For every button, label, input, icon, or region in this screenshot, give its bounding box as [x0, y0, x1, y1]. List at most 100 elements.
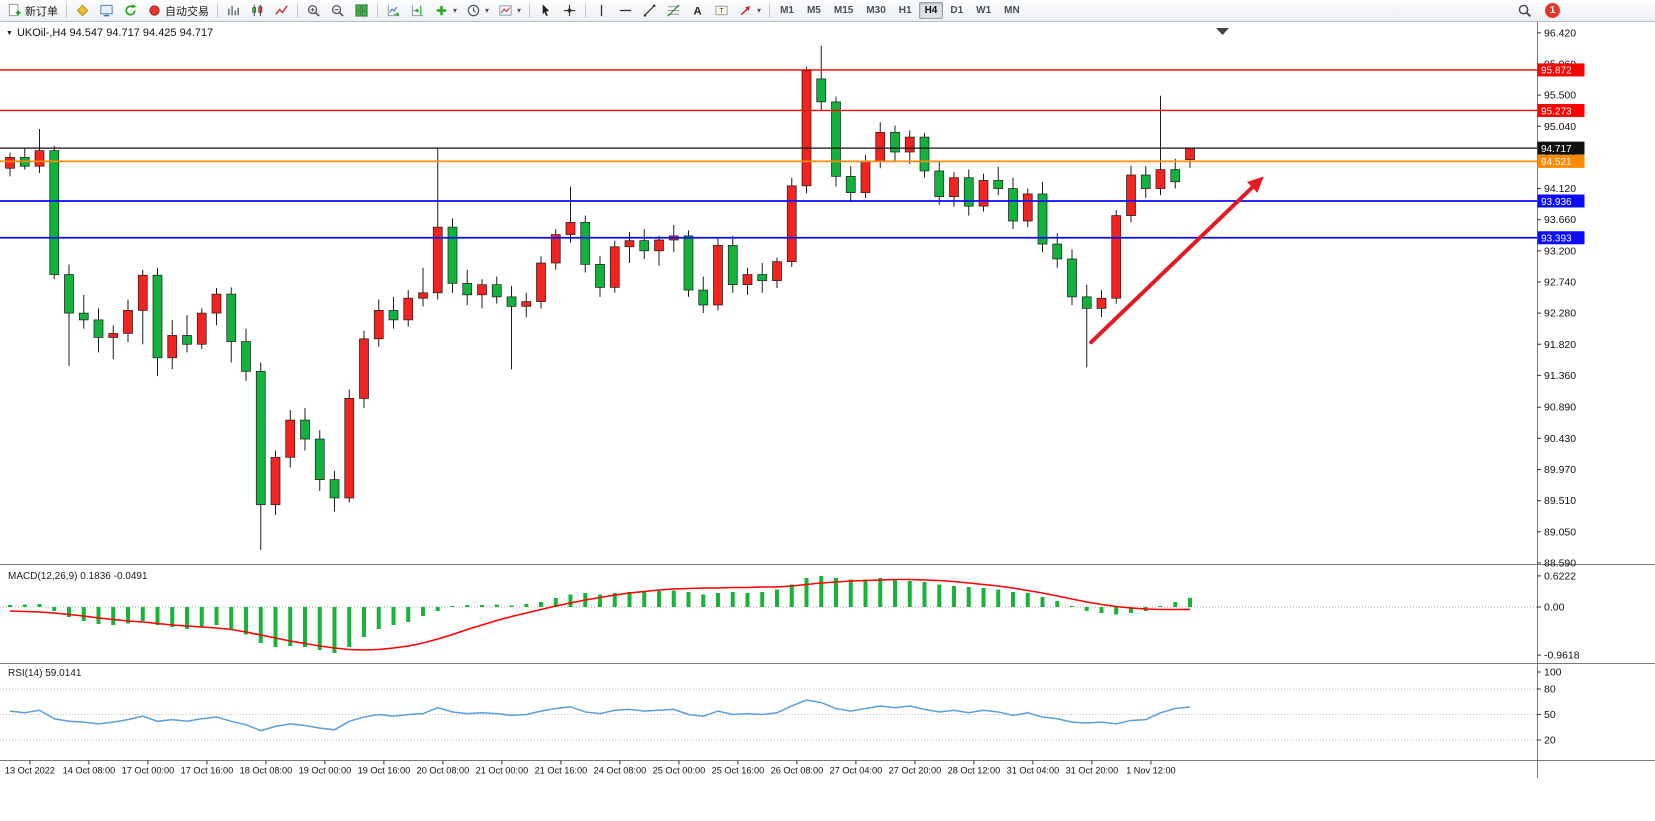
timeframe-d1[interactable]: D1 — [950, 5, 964, 16]
autotrade-button[interactable]: 自动交易 — [143, 0, 213, 21]
tile-windows-button[interactable] — [350, 0, 373, 21]
time-axis-label: 19 Oct 16:00 — [358, 766, 411, 776]
cursor-button[interactable] — [534, 0, 557, 21]
zoom-out-icon — [330, 3, 345, 18]
time-axis-label: 1 Nov 12:00 — [1126, 766, 1176, 776]
rsi-line — [9, 699, 1191, 732]
main-toolbar: 新订单 自动交易 ▾ ▾ ▾ A T ▾ M1 M5 M15 M30 H1 H4 D1 W1 MN 1 — [0, 0, 1655, 22]
price-axis[interactable]: 96.42095.96095.50095.04094.58094.12093.6… — [1537, 27, 1580, 747]
bar-chart-button[interactable] — [222, 0, 245, 21]
macd-histogram — [8, 576, 1192, 653]
time-axis-label: 21 Oct 00:00 — [476, 766, 529, 776]
price-marker-95.273: 95.273 — [1537, 103, 1585, 117]
search-icon — [1517, 3, 1532, 18]
bar-chart-icon — [226, 3, 241, 18]
time-axis-label: 14 Oct 08:00 — [63, 766, 116, 776]
zoom-out-button[interactable] — [326, 0, 349, 21]
chart-shift-icon — [410, 3, 425, 18]
timeframe-m5[interactable]: M5 — [806, 5, 821, 16]
timeframe-w1[interactable]: W1 — [976, 5, 992, 16]
time-axis-label: 17 Oct 16:00 — [181, 766, 234, 776]
refresh-icon — [123, 3, 138, 18]
crosshair-icon — [562, 3, 577, 18]
chart-canvas[interactable]: 96.42095.96095.50095.04094.58094.12093.6… — [0, 22, 1655, 821]
horizontal-line-icon — [618, 3, 633, 18]
macd-signal-line — [9, 578, 1191, 651]
price-marker-94.717: 94.717 — [1537, 141, 1585, 155]
chart-expand-arrow-icon[interactable]: ▼ — [6, 29, 13, 37]
trendline-icon — [642, 3, 657, 18]
autotrade-icon — [147, 3, 162, 18]
svg-text:95.872: 95.872 — [1541, 66, 1572, 77]
text-icon: A — [690, 3, 705, 18]
cursor-icon — [538, 3, 553, 18]
svg-text:94.521: 94.521 — [1541, 157, 1572, 168]
candle-chart-icon — [250, 3, 265, 18]
timeframe-buttons: M1 M5 M15 M30 H1 H4 D1 W1 MN — [774, 2, 1026, 19]
price-axis-label: 95.500 — [1544, 90, 1576, 102]
price-axis-label: 90.890 — [1544, 402, 1576, 414]
timeframe-h1[interactable]: H1 — [898, 5, 912, 16]
rsi-axis-label: 80 — [1544, 684, 1556, 696]
candlestick-chart-button[interactable] — [246, 0, 269, 21]
auto-scroll-button[interactable] — [382, 0, 405, 21]
macd-axis-label: 0.00 — [1544, 602, 1565, 614]
fibonacci-button[interactable] — [662, 0, 685, 21]
line-chart-button[interactable] — [270, 0, 293, 21]
price-axis-label: 92.280 — [1544, 308, 1576, 320]
profiles-button[interactable] — [71, 0, 94, 21]
price-axis-label: 95.040 — [1544, 121, 1576, 133]
time-axis-label: 20 Oct 08:00 — [417, 766, 470, 776]
chart-title: ▼ UKOil-,H4 94.547 94.717 94.425 94.717 — [6, 27, 213, 39]
toolbar-separator — [377, 3, 378, 18]
vertical-line-button[interactable] — [590, 0, 613, 21]
price-marker-95.872: 95.872 — [1537, 63, 1585, 77]
price-marker-93.393: 93.393 — [1537, 231, 1585, 245]
svg-text:93.936: 93.936 — [1541, 197, 1572, 208]
price-marker-93.936: 93.936 — [1537, 194, 1585, 208]
new-order-button[interactable]: 新订单 — [3, 0, 62, 21]
line-chart-icon — [274, 3, 289, 18]
timeframe-m1[interactable]: M1 — [780, 5, 794, 16]
period-dropdown[interactable]: ▾ — [462, 0, 493, 21]
template-dropdown[interactable]: ▾ — [494, 0, 525, 21]
template-icon — [498, 3, 513, 18]
time-axis[interactable]: 13 Oct 2022 14 Oct 08:00 17 Oct 00:00 17 Oc… — [5, 760, 1176, 776]
time-axis-label: 13 Oct 2022 — [5, 766, 55, 776]
time-axis-label: 28 Oct 12:00 — [948, 766, 1001, 776]
dropdown-arrow-icon: ▾ — [757, 6, 762, 15]
price-axis-label: 96.420 — [1544, 27, 1576, 39]
notification-badge[interactable]: 1 — [1545, 3, 1560, 18]
timeframe-m15[interactable]: M15 — [833, 5, 854, 16]
chart-shift-button[interactable] — [406, 0, 429, 21]
time-axis-label: 18 Oct 08:00 — [240, 766, 293, 776]
trend-arrow[interactable] — [1089, 176, 1264, 345]
label-icon: T — [714, 3, 729, 18]
crosshair-button[interactable] — [558, 0, 581, 21]
rsi-axis-label: 20 — [1544, 735, 1556, 747]
search-symbol-button[interactable] — [1513, 0, 1536, 21]
zoom-in-button[interactable] — [302, 0, 325, 21]
fibonacci-icon — [666, 3, 681, 18]
add-indicator-dropdown[interactable]: ▾ — [430, 0, 461, 21]
svg-text:95.273: 95.273 — [1541, 106, 1572, 117]
vertical-line-icon — [594, 3, 609, 18]
timeframe-mn[interactable]: MN — [1004, 5, 1020, 16]
trendline-button[interactable] — [638, 0, 661, 21]
time-axis-label: 27 Oct 04:00 — [830, 766, 883, 776]
market-watch-button[interactable] — [95, 0, 118, 21]
timeframe-h4[interactable]: H4 — [918, 2, 944, 19]
time-axis-label: 17 Oct 00:00 — [122, 766, 175, 776]
price-axis-label: 88.590 — [1544, 557, 1576, 569]
toolbar-separator — [66, 3, 67, 18]
timeframe-m30[interactable]: M30 — [866, 5, 886, 16]
chart-shift-marker-icon[interactable] — [1216, 28, 1229, 35]
refresh-button[interactable] — [119, 0, 142, 21]
toolbar-separator — [769, 3, 771, 18]
arrows-dropdown[interactable]: ▾ — [734, 0, 765, 21]
horizontal-line-button[interactable] — [614, 0, 637, 21]
text-label-button[interactable]: T — [710, 0, 733, 21]
chart-title-text: UKOil-,H4 94.547 94.717 94.425 94.717 — [16, 27, 214, 39]
text-button[interactable]: A — [686, 0, 709, 21]
price-axis-label: 89.970 — [1544, 464, 1576, 476]
